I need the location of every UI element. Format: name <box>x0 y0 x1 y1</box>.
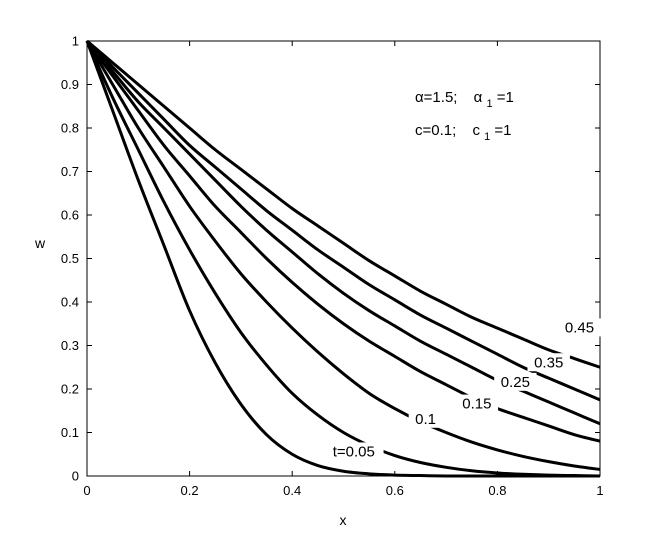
y-tick-label: 0.6 <box>61 208 79 223</box>
y-tick-label: 0.7 <box>61 164 79 179</box>
curve-label: t=0.05 <box>333 443 375 460</box>
parameter-line-1: α=1.5; α 1 =1 <box>415 89 514 111</box>
alpha1-subscript: 1 <box>486 98 492 110</box>
c1-subscript: 1 <box>484 131 490 143</box>
curve-label: 0.35 <box>534 354 563 371</box>
series-line-6 <box>85 39 601 402</box>
curve-label-background <box>455 394 499 413</box>
x-tick-label: 0.6 <box>386 483 404 498</box>
curve-label-background <box>558 318 601 337</box>
x-tick-label: 0.8 <box>488 483 506 498</box>
x-tick-label: 0.2 <box>181 483 199 498</box>
series-line-1 <box>85 40 600 478</box>
x-axis-label: x <box>340 512 347 528</box>
series-line-3 <box>85 40 601 471</box>
curve-label: 0.15 <box>462 396 491 413</box>
alpha-text: α=1.5; <box>415 89 457 106</box>
y-tick-label: 0.5 <box>61 251 79 266</box>
y-tick-label: 1 <box>72 34 79 49</box>
parameter-box: α=1.5; α 1 =1 c=0.1; c 1 =1 <box>415 89 514 144</box>
series-line-4 <box>85 40 601 443</box>
c-text: c=0.1; <box>415 122 456 139</box>
curve-label-background <box>408 409 443 428</box>
y-tick-label: 0.3 <box>61 338 79 353</box>
y-tick-label: 0.2 <box>61 382 79 397</box>
y-tick-label: 0.8 <box>61 121 79 136</box>
series-line-2 <box>85 40 601 478</box>
c1-symbol: c <box>472 122 480 139</box>
y-tick-label: 0.1 <box>61 425 79 440</box>
curve-label-background <box>323 442 384 461</box>
x-tick-label: 1 <box>596 483 603 498</box>
y-tick-label: 0.9 <box>61 77 79 92</box>
y-tick-label: 0.4 <box>61 295 79 310</box>
alpha1-value: =1 <box>497 89 514 106</box>
c1-value: =1 <box>494 122 511 139</box>
curve-label: 0.1 <box>415 411 436 428</box>
ticks: 0 0.2 0.4 0.6 0.8 1 0 0.1 0.2 0.3 0.4 0.5 0.6 0.7 0.8 0… <box>61 34 604 499</box>
curve-label-background <box>527 353 570 372</box>
alpha1-symbol: α <box>474 89 483 106</box>
series-line-7 <box>86 39 601 369</box>
x-tick-label: 0.4 <box>283 483 301 498</box>
y-axis-label: w <box>34 235 46 251</box>
curve-label: 0.25 <box>501 374 530 391</box>
curve-labels: t=0.05 0.1 0.15 0.250.35 0.45 <box>323 318 601 461</box>
series <box>85 39 601 478</box>
parameter-line-2: c=0.1; c 1 =1 <box>415 122 512 144</box>
y-tick-label: 0 <box>72 469 79 484</box>
x-tick-label: 0 <box>83 483 90 498</box>
curve-label: 0.45 <box>565 319 594 336</box>
curve-label-background <box>494 372 537 391</box>
